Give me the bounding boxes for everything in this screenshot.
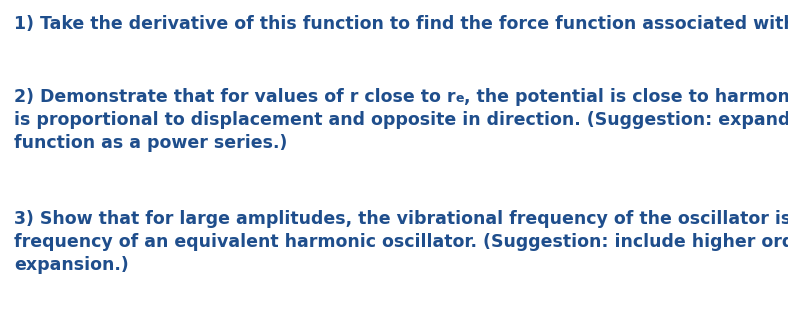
Text: e: e — [455, 92, 464, 105]
Text: frequency of an equivalent harmonic oscillator. (Suggestion: include higher orde: frequency of an equivalent harmonic osci… — [14, 233, 788, 251]
Text: 2) Demonstrate that for values of r close to r: 2) Demonstrate that for values of r clos… — [14, 88, 455, 106]
Text: 1) Take the derivative of this function to find the force function associated wi: 1) Take the derivative of this function … — [14, 15, 788, 33]
Text: expansion.): expansion.) — [14, 256, 128, 274]
Text: function as a power series.): function as a power series.) — [14, 134, 288, 152]
Text: 3) Show that for large amplitudes, the vibrational frequency of the oscillator i: 3) Show that for large amplitudes, the v… — [14, 210, 788, 228]
Text: , the potential is close to harmonic: i.e., the force: , the potential is close to harmonic: i.… — [464, 88, 788, 106]
Text: is proportional to displacement and opposite in direction. (Suggestion: expand t: is proportional to displacement and oppo… — [14, 111, 788, 129]
